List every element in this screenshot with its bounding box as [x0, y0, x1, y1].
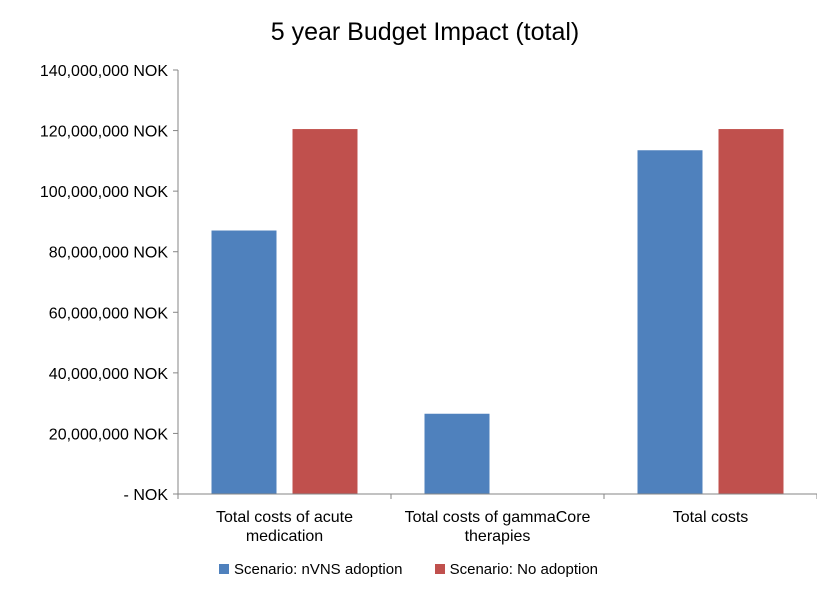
legend-label-no-adoption: Scenario: No adoption	[449, 561, 599, 578]
x-tick-label: therapies	[465, 528, 531, 545]
x-axis: Total costs of acute medication Total cost…	[177, 493, 817, 545]
bar-no-adoption	[292, 129, 358, 495]
bar-nvns	[637, 150, 703, 494]
y-tick-label: - NOK	[124, 487, 169, 504]
bar-nvns	[424, 413, 490, 494]
legend: Scenario: nVNS adoption Scenario: No ado…	[0, 561, 817, 578]
y-tick-label: 140,000,000 NOK	[40, 63, 168, 80]
y-axis: - NOK 20,000,000 NOK 40,000,000 NOK 60,000,…	[40, 63, 179, 504]
bar-nvns	[211, 230, 277, 494]
x-tick-label: Total costs	[673, 509, 749, 526]
legend-item-nvns: Scenario: nVNS adoption	[218, 561, 403, 578]
bars	[211, 129, 784, 495]
y-tick-label: 100,000,000 NOK	[40, 184, 168, 201]
y-tick-label: 80,000,000 NOK	[49, 245, 169, 262]
y-tick-label: 60,000,000 NOK	[49, 305, 169, 322]
y-tick-label: 40,000,000 NOK	[49, 366, 169, 383]
chart-title: 5 year Budget Impact (total)	[271, 18, 579, 46]
x-tick-label: medication	[246, 528, 323, 545]
legend-swatch-nvns	[218, 564, 229, 574]
bar-no-adoption	[718, 129, 784, 495]
legend-swatch-no-adoption	[434, 564, 445, 574]
y-tick-label: 120,000,000 NOK	[40, 124, 168, 141]
x-tick-label: Total costs of gammaCore	[405, 509, 591, 526]
legend-label-nvns: Scenario: nVNS adoption	[233, 561, 403, 578]
x-tick-label: Total costs of acute	[216, 509, 353, 526]
y-tick-label: 20,000,000 NOK	[49, 426, 169, 443]
legend-item-no-adoption: Scenario: No adoption	[434, 561, 599, 578]
